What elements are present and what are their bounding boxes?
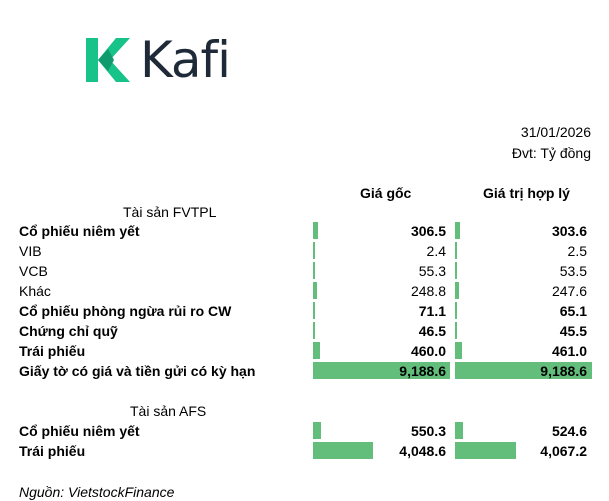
cost-value: 55.3 xyxy=(418,263,446,279)
fair-value: 303.6 xyxy=(551,223,587,239)
fair-value-bar xyxy=(455,222,460,239)
source-note: Nguồn: VietstockFinance xyxy=(19,484,175,500)
cost-bar xyxy=(313,442,373,459)
cost-value: 248.8 xyxy=(410,283,446,299)
cost-value: 4,048.6 xyxy=(399,443,446,459)
column-header-cost: Giá gốc xyxy=(360,185,412,201)
table-row: Giấy tờ có giá và tiền gửi có kỳ hạn 9,18… xyxy=(0,361,609,381)
table-row: Chứng chỉ quỹ 46.5 45.5 xyxy=(0,321,609,341)
fair-value: 45.5 xyxy=(559,323,587,339)
row-label: Trái phiếu xyxy=(19,443,86,459)
fair-value: 524.6 xyxy=(551,423,587,439)
kafi-logo: Kafi xyxy=(86,32,246,88)
report-date: 31/01/2026 xyxy=(520,124,591,140)
cost-bar xyxy=(313,342,320,359)
fair-value: 65.1 xyxy=(559,303,587,319)
cost-bar xyxy=(313,262,315,279)
cost-bar xyxy=(313,222,318,239)
table-row: Cổ phiếu niêm yết 306.5 303.6 xyxy=(0,221,609,241)
table-row: Khác 248.8 247.6 xyxy=(0,281,609,301)
fair-value: 247.6 xyxy=(551,283,587,299)
cost-value: 46.5 xyxy=(418,323,446,339)
fair-value-bar xyxy=(455,442,516,459)
table-row: Trái phiếu 4,048.6 4,067.2 xyxy=(0,441,609,461)
cost-value: 306.5 xyxy=(410,223,446,239)
cost-value: 460.0 xyxy=(410,343,446,359)
cost-bar xyxy=(313,362,450,379)
row-label: Cổ phiếu phòng ngừa rủi ro CW xyxy=(19,303,232,319)
fair-value: 2.5 xyxy=(567,243,587,259)
column-header-fair-value: Giá trị hợp lý xyxy=(483,185,570,201)
table-row: VIB 2.4 2.5 xyxy=(0,241,609,261)
row-label: Chứng chỉ quỹ xyxy=(19,323,118,339)
row-label: Khác xyxy=(19,283,51,299)
row-label: VIB xyxy=(19,243,42,259)
table-row: Cổ phiếu phòng ngừa rủi ro CW 71.1 65.1 xyxy=(0,301,609,321)
unit-label: Đvt: Tỷ đồng xyxy=(511,145,591,161)
row-label: Giấy tờ có giá và tiền gửi có kỳ hạn xyxy=(19,363,256,379)
fair-value-bar xyxy=(455,322,457,339)
cost-bar xyxy=(313,302,315,319)
cost-value: 9,188.6 xyxy=(399,363,446,379)
section-title-afs: Tài sản AFS xyxy=(130,403,207,419)
fair-value: 4,067.2 xyxy=(540,443,587,459)
cost-value: 550.3 xyxy=(410,423,446,439)
row-label: Cổ phiếu niêm yết xyxy=(19,223,140,239)
cost-bar xyxy=(313,422,321,439)
cost-value: 71.1 xyxy=(418,303,446,319)
fair-value: 461.0 xyxy=(551,343,587,359)
fair-value-bar xyxy=(455,362,592,379)
row-label: VCB xyxy=(19,263,48,279)
cost-bar xyxy=(313,242,315,259)
fair-value-bar xyxy=(455,242,457,259)
kafi-logo-icon xyxy=(86,38,130,82)
fair-value: 53.5 xyxy=(559,263,587,279)
row-label: Cổ phiếu niêm yết xyxy=(19,423,140,439)
fair-value-bar xyxy=(455,422,463,439)
cost-bar xyxy=(313,322,315,339)
cost-bar xyxy=(313,282,317,299)
logo-wordmark: Kafi xyxy=(140,31,231,89)
table-row: Trái phiếu 460.0 461.0 xyxy=(0,341,609,361)
fair-value-bar xyxy=(455,262,457,279)
table-row: VCB 55.3 53.5 xyxy=(0,261,609,281)
fair-value-bar xyxy=(455,282,459,299)
section-title-fvtpl: Tài sản FVTPL xyxy=(123,204,217,220)
cost-value: 2.4 xyxy=(426,243,446,259)
table-row: Cổ phiếu niêm yết 550.3 524.6 xyxy=(0,421,609,441)
fair-value-bar xyxy=(455,302,457,319)
row-label: Trái phiếu xyxy=(19,343,86,359)
fair-value-bar xyxy=(455,342,462,359)
fair-value: 9,188.6 xyxy=(540,363,587,379)
